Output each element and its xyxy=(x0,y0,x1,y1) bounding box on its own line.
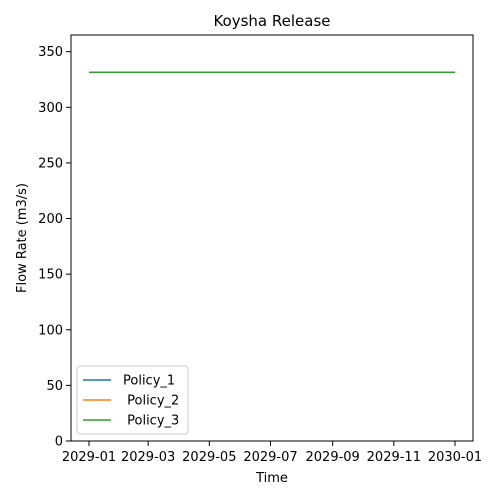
x-tick-label: 2029-09 xyxy=(306,450,360,465)
y-tick-label: 50 xyxy=(46,379,63,394)
y-tick-label: 100 xyxy=(38,323,63,338)
x-tick-label: 2029-01 xyxy=(62,450,116,465)
legend-label-3: Policy_3 xyxy=(123,414,179,429)
y-tick-label: 350 xyxy=(38,45,63,60)
y-tick-label: 150 xyxy=(38,268,63,283)
y-tick-label: 300 xyxy=(38,101,63,116)
chart-title: Koysha Release xyxy=(213,12,330,30)
y-axis: 0 50 100 150 200 250 300 350 xyxy=(38,45,71,449)
x-tick-label: 2029-07 xyxy=(243,450,297,465)
x-axis-label: Time xyxy=(255,471,288,486)
y-tick-label: 0 xyxy=(55,435,63,450)
y-tick-label: 200 xyxy=(38,212,63,227)
x-axis: 2029-01 2029-03 2029-05 2029-07 2029-09 2029-… xyxy=(62,441,482,465)
legend: Policy_1 Policy_2 Policy_3 xyxy=(77,366,188,434)
legend-label-1: Policy_1 xyxy=(123,374,175,389)
y-tick-label: 250 xyxy=(38,156,63,171)
y-axis-label: Flow Rate (m3/s) xyxy=(15,183,30,293)
x-tick-label: 2029-03 xyxy=(121,450,175,465)
x-tick-label: 2030-01 xyxy=(428,450,482,465)
x-tick-label: 2029-11 xyxy=(367,450,421,465)
legend-label-2: Policy_2 xyxy=(123,394,179,409)
x-tick-label: 2029-05 xyxy=(182,450,236,465)
